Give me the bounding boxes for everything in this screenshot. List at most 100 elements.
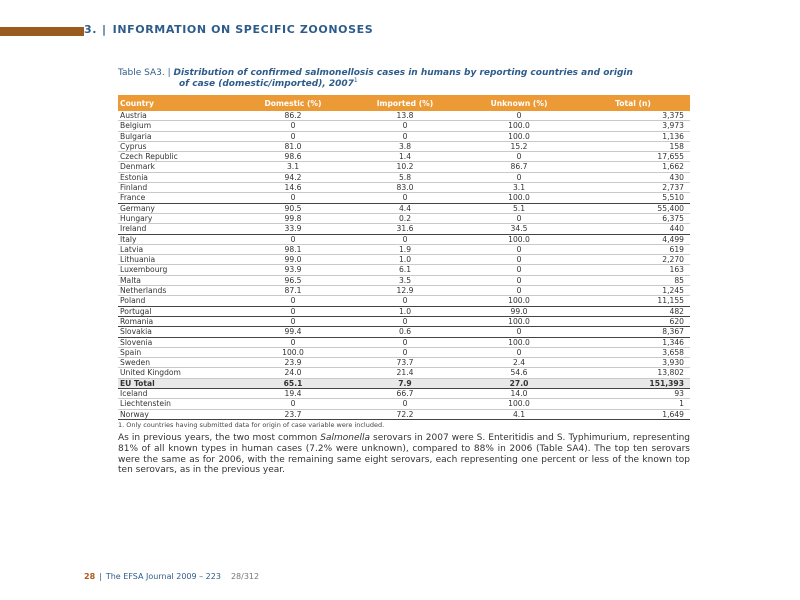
cell-unknown: 27.0 — [462, 378, 576, 390]
cell-imported: 0 — [348, 347, 462, 359]
cell-country: Luxembourg — [118, 264, 238, 276]
cell-country: Spain — [118, 347, 238, 359]
cell-unknown: 4.1 — [462, 409, 576, 420]
cell-total: 4,499 — [576, 234, 690, 245]
table-body: Austria 86.2 13.8 0 3,375 Belgium 0 0 100.0 3,973… — [118, 111, 690, 420]
table-row: Netherlands 87.1 12.9 0 1,245 — [118, 285, 690, 297]
cell-total: 3,658 — [576, 347, 690, 359]
cell-total: 5,510 — [576, 192, 690, 204]
cell-unknown: 0 — [462, 264, 576, 276]
table-row: EU Total 65.1 7.9 27.0 151,393 — [118, 378, 690, 390]
cell-total: 430 — [576, 172, 690, 184]
cell-imported: 0 — [348, 192, 462, 204]
cell-imported: 1.0 — [348, 306, 462, 317]
cell-total: 151,393 — [576, 378, 690, 390]
cell-domestic: 87.1 — [238, 285, 348, 297]
table-row: Czech Republic 98.6 1.4 0 17,655 — [118, 151, 690, 163]
column-header-imported: Imported (%) — [348, 95, 462, 111]
footnote-marker: 1 — [353, 77, 358, 84]
cell-domestic: 14.6 — [238, 182, 348, 194]
cell-imported: 4.4 — [348, 203, 462, 214]
caption-divider: | — [167, 68, 174, 78]
cell-imported: 13.8 — [348, 111, 462, 122]
cell-imported: 0 — [348, 295, 462, 307]
table-header: Country Domestic (%) Imported (%) Unknow… — [118, 95, 690, 111]
footer-page-count: 28/312 — [230, 572, 260, 581]
cell-total: 620 — [576, 316, 690, 328]
cell-country: Poland — [118, 295, 238, 307]
cell-domestic: 0 — [238, 316, 348, 328]
column-header-domestic: Domestic (%) — [238, 95, 348, 111]
cell-imported: 0 — [348, 120, 462, 132]
salmonellosis-table: Country Domestic (%) Imported (%) Unknow… — [118, 95, 690, 420]
cell-country: Portugal — [118, 306, 238, 317]
cell-unknown: 100.0 — [462, 131, 576, 142]
cell-country: Bulgaria — [118, 131, 238, 142]
cell-domestic: 100.0 — [238, 347, 348, 359]
cell-country: Iceland — [118, 388, 238, 400]
cell-country: Germany — [118, 203, 238, 214]
table-header-row: Country Domestic (%) Imported (%) Unknow… — [118, 95, 690, 111]
cell-country: Latvia — [118, 244, 238, 256]
cell-imported: 12.9 — [348, 285, 462, 297]
paragraph-text-end: serovars in 2007 were S. Enteritidis and… — [118, 433, 690, 476]
cell-domestic: 99.8 — [238, 213, 348, 225]
cell-total: 482 — [576, 306, 690, 317]
cell-domestic: 33.9 — [238, 223, 348, 235]
cell-unknown: 100.0 — [462, 192, 576, 204]
cell-imported: 72.2 — [348, 409, 462, 420]
cell-total: 163 — [576, 264, 690, 276]
section-header: 3. | INFORMATION ON SPECIFIC ZOONOSES — [84, 23, 373, 36]
cell-unknown: 0 — [462, 111, 576, 122]
cell-total: 1,649 — [576, 409, 690, 420]
cell-domestic: 0 — [238, 295, 348, 307]
cell-imported: 1.4 — [348, 151, 462, 163]
cell-country: Slovakia — [118, 326, 238, 338]
table-row: Finland 14.6 83.0 3.1 2,737 — [118, 182, 690, 194]
table-row: Austria 86.2 13.8 0 3,375 — [118, 111, 690, 122]
cell-domestic: 99.0 — [238, 254, 348, 266]
cell-unknown: 100.0 — [462, 337, 576, 348]
cell-imported: 83.0 — [348, 182, 462, 194]
cell-country: France — [118, 192, 238, 204]
cell-country: Hungary — [118, 213, 238, 225]
column-header-unknown: Unknown (%) — [462, 95, 576, 111]
table-row: Germany 90.5 4.4 5.1 55,400 — [118, 203, 690, 214]
cell-country: Netherlands — [118, 285, 238, 297]
table-row: Liechtenstein 0 0 100.0 1 — [118, 398, 690, 410]
cell-country: Malta — [118, 275, 238, 287]
cell-country: Liechtenstein — [118, 398, 238, 410]
cell-total: 1,662 — [576, 161, 690, 173]
cell-imported: 31.6 — [348, 223, 462, 235]
table-row: Sweden 23.9 73.7 2.4 3,930 — [118, 357, 690, 369]
cell-country: Norway — [118, 409, 238, 420]
cell-domestic: 93.9 — [238, 264, 348, 276]
cell-domestic: 81.0 — [238, 141, 348, 153]
cell-total: 85 — [576, 275, 690, 287]
cell-total: 6,375 — [576, 213, 690, 225]
cell-total: 3,930 — [576, 357, 690, 369]
cell-imported: 0 — [348, 337, 462, 348]
cell-domestic: 0 — [238, 398, 348, 410]
cell-total: 11,155 — [576, 295, 690, 307]
cell-imported: 0.2 — [348, 213, 462, 225]
cell-imported: 0.6 — [348, 326, 462, 338]
cell-domestic: 3.1 — [238, 161, 348, 173]
cell-domestic: 23.7 — [238, 409, 348, 420]
page-footer: 28 | The EFSA Journal 2009 – 223 28/312 — [84, 572, 259, 581]
table-row: Luxembourg 93.9 6.1 0 163 — [118, 264, 690, 276]
cell-country: Cyprus — [118, 141, 238, 153]
cell-unknown: 34.5 — [462, 223, 576, 235]
cell-unknown: 99.0 — [462, 306, 576, 317]
cell-domestic: 98.1 — [238, 244, 348, 256]
cell-total: 1,346 — [576, 337, 690, 348]
table-footnote: 1. Only countries having submitted data … — [118, 421, 385, 429]
table-row: Portugal 0 1.0 99.0 482 — [118, 306, 690, 317]
table-row: Hungary 99.8 0.2 0 6,375 — [118, 213, 690, 225]
cell-country: Sweden — [118, 357, 238, 369]
table-row: Cyprus 81.0 3.8 15.2 158 — [118, 141, 690, 153]
table-row: Spain 100.0 0 0 3,658 — [118, 347, 690, 359]
cell-imported: 66.7 — [348, 388, 462, 400]
cell-unknown: 0 — [462, 244, 576, 256]
cell-imported: 10.2 — [348, 161, 462, 173]
